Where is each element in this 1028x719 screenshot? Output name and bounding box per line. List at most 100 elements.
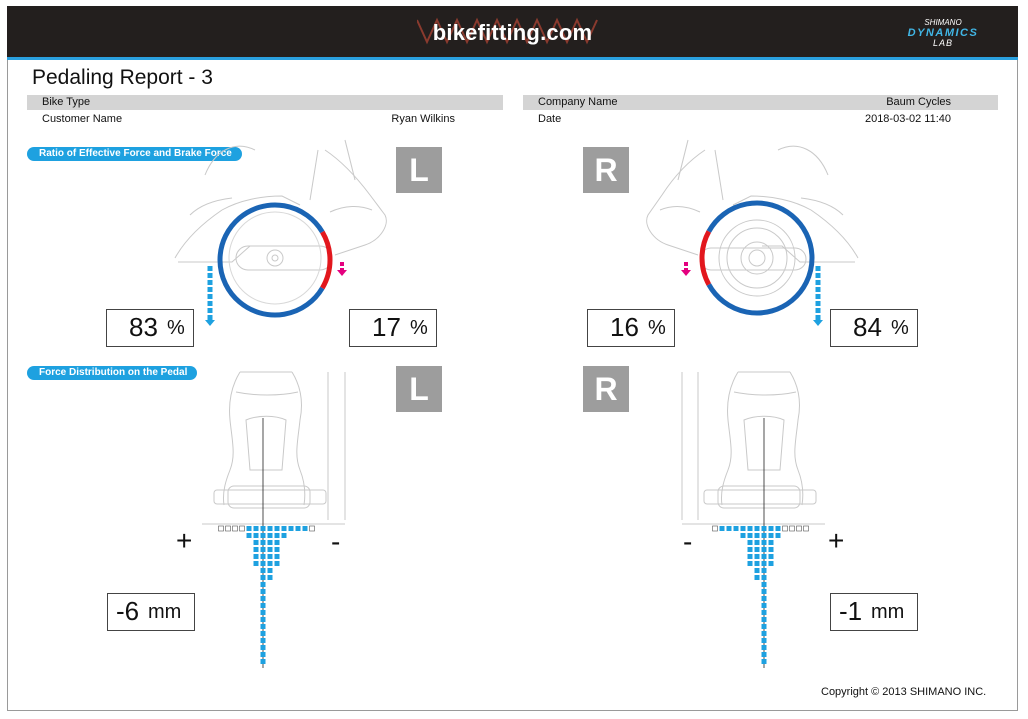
left-offset-value: -6 bbox=[116, 596, 140, 626]
left-brake-force-arrow bbox=[337, 262, 347, 276]
left-dist-cell bbox=[260, 631, 266, 636]
right-dist-cell bbox=[761, 659, 767, 664]
right-effective-force-box: 84 % bbox=[830, 309, 918, 347]
right-dist-cell bbox=[761, 596, 767, 601]
right-brake-force-unit: % bbox=[648, 317, 666, 339]
right-effective-arrow-head bbox=[813, 320, 823, 326]
right-dist-cell bbox=[733, 526, 739, 531]
right-dist-cell bbox=[747, 554, 753, 559]
left-dist-cell bbox=[260, 547, 266, 552]
copyright: Copyright © 2013 SHIMANO INC. bbox=[821, 686, 987, 698]
left-dist-cell bbox=[260, 526, 266, 531]
left-offset-box: -6 mm bbox=[107, 593, 195, 631]
right-dist-cell bbox=[754, 540, 760, 545]
left-dist-cell bbox=[267, 568, 273, 573]
left-dist-cell bbox=[274, 547, 280, 552]
right-effective-arrow-dot bbox=[815, 266, 821, 271]
page-title: Pedaling Report - 3 bbox=[32, 66, 213, 89]
site-title: bikefitting.com bbox=[432, 20, 593, 45]
left-dist-cell bbox=[267, 575, 273, 580]
left-side-badge-ratio: L bbox=[396, 147, 442, 193]
right-dist-cell bbox=[761, 540, 767, 545]
right-side-badge-ratio: R bbox=[583, 147, 629, 193]
left-dist-cell bbox=[260, 610, 266, 615]
left-effective-arrow-dot bbox=[207, 287, 213, 292]
shimano-dynamics-lab-logo: SHIMANO DYNAMICS LAB bbox=[898, 18, 988, 48]
right-brake-arrow-head bbox=[681, 270, 691, 276]
left-dist-cell bbox=[246, 526, 252, 531]
left-dist-cell bbox=[274, 554, 280, 559]
customer-name-label: Customer Name bbox=[42, 113, 123, 125]
right-offset-box: -1 mm bbox=[830, 593, 918, 631]
right-dist-cell bbox=[719, 526, 725, 531]
date-label: Date bbox=[538, 113, 562, 125]
right-dist-cell bbox=[761, 582, 767, 587]
right-dist-cell bbox=[747, 547, 753, 552]
left-brake-force-box: 17 % bbox=[349, 309, 437, 347]
right-dist-cell bbox=[775, 533, 781, 538]
right-effective-arrow-dot bbox=[815, 273, 821, 278]
left-dist-cell bbox=[260, 603, 266, 608]
left-dist-cell bbox=[260, 568, 266, 573]
right-dist-cell bbox=[761, 547, 767, 552]
left-dist-cell bbox=[281, 533, 287, 538]
right-offset-value: -1 bbox=[839, 596, 863, 626]
left-effective-force-value: 83 bbox=[129, 312, 158, 342]
left-dist-cell bbox=[253, 547, 259, 552]
right-dist-cell bbox=[768, 533, 774, 538]
right-side-badge-distribution: R bbox=[583, 366, 629, 412]
brand-line-3: LAB bbox=[932, 38, 953, 48]
left-dist-cell bbox=[274, 533, 280, 538]
customer-name-row: Customer Name Ryan Wilkins bbox=[27, 112, 503, 127]
customer-name-value: Ryan Wilkins bbox=[391, 113, 455, 125]
bike-type-row: Bike Type bbox=[27, 95, 503, 110]
right-effective-force-unit: % bbox=[891, 317, 909, 339]
right-dist-cell bbox=[754, 547, 760, 552]
right-dist-empty-cell bbox=[789, 525, 795, 532]
left-effective-arrow-dot bbox=[207, 273, 213, 278]
left-dist-cell bbox=[267, 561, 273, 566]
header-accent-line bbox=[7, 57, 1018, 60]
left-pedal-topview-illustration bbox=[202, 371, 346, 525]
left-effective-arrow-head bbox=[205, 320, 215, 326]
left-dist-cell bbox=[260, 624, 266, 629]
company-name-label: Company Name bbox=[538, 96, 618, 108]
left-dist-cell bbox=[281, 526, 287, 531]
company-name-value: Baum Cycles bbox=[886, 96, 951, 108]
left-plus-sign: + bbox=[176, 525, 193, 556]
left-ring-brake-arc bbox=[320, 230, 333, 290]
right-ring-brake-arc bbox=[699, 230, 712, 286]
right-effective-arrow-dot bbox=[815, 294, 821, 299]
left-shoe-illustration bbox=[174, 139, 387, 305]
left-dist-cell bbox=[260, 659, 266, 664]
date-row: Date 2018-03-02 11:40 bbox=[523, 112, 998, 127]
left-dist-cell bbox=[253, 554, 259, 559]
right-dist-cell bbox=[761, 533, 767, 538]
left-dist-cell bbox=[267, 554, 273, 559]
right-dist-cell bbox=[754, 568, 760, 573]
right-dist-cell bbox=[761, 610, 767, 615]
left-dist-cell bbox=[302, 526, 308, 531]
right-offset-unit: mm bbox=[871, 601, 905, 623]
right-plus-sign: + bbox=[828, 525, 845, 556]
right-dist-cell bbox=[761, 638, 767, 643]
right-effective-arrow-dot bbox=[815, 301, 821, 306]
left-dist-cell bbox=[260, 589, 266, 594]
right-dist-cell bbox=[761, 554, 767, 559]
brand-line-2: DYNAMICS bbox=[907, 27, 979, 39]
left-dist-cell bbox=[267, 540, 273, 545]
left-dist-cell bbox=[288, 526, 294, 531]
left-dist-cell bbox=[260, 533, 266, 538]
left-dist-cell bbox=[260, 582, 266, 587]
left-dist-empty-cell bbox=[218, 525, 224, 532]
right-dist-cell bbox=[768, 547, 774, 552]
right-dist-cell bbox=[754, 533, 760, 538]
left-ratio-ring bbox=[217, 202, 333, 318]
right-dist-cell bbox=[754, 554, 760, 559]
left-dist-cell bbox=[260, 638, 266, 643]
right-dist-cell bbox=[740, 533, 746, 538]
left-dist-cell bbox=[260, 561, 266, 566]
brand-line-1: SHIMANO bbox=[924, 18, 962, 27]
left-effective-force-box: 83 % bbox=[106, 309, 194, 347]
